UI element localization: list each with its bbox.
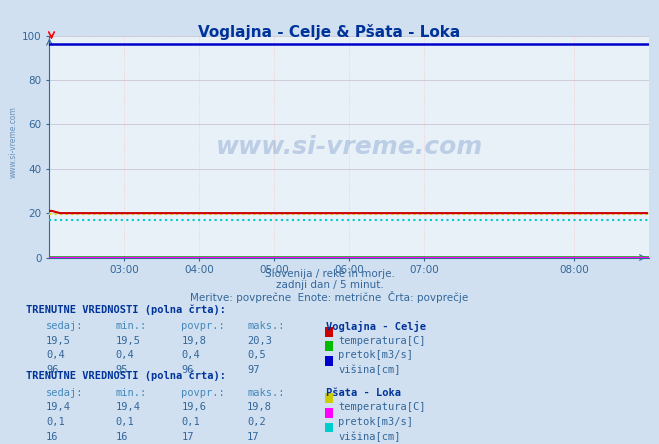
Text: 0,2: 0,2 — [247, 417, 266, 427]
Text: 97: 97 — [247, 365, 260, 375]
Text: 20,3: 20,3 — [247, 336, 272, 346]
Text: 96: 96 — [46, 365, 59, 375]
Text: 0,1: 0,1 — [115, 417, 134, 427]
Text: Pšata - Loka: Pšata - Loka — [326, 388, 401, 398]
Text: 17: 17 — [181, 432, 194, 442]
Text: 0,4: 0,4 — [181, 350, 200, 361]
Text: www.si-vreme.com: www.si-vreme.com — [9, 106, 18, 178]
Text: 0,1: 0,1 — [46, 417, 65, 427]
Text: TRENUTNE VREDNOSTI (polna črta):: TRENUTNE VREDNOSTI (polna črta): — [26, 371, 226, 381]
Text: Voglajna - Celje & Pšata - Loka: Voglajna - Celje & Pšata - Loka — [198, 24, 461, 40]
Text: temperatura[C]: temperatura[C] — [338, 402, 426, 412]
Text: 19,5: 19,5 — [46, 336, 71, 346]
Text: sedaj:: sedaj: — [46, 388, 84, 398]
Text: zadnji dan / 5 minut.: zadnji dan / 5 minut. — [275, 280, 384, 290]
Text: temperatura[C]: temperatura[C] — [338, 336, 426, 346]
Text: 19,4: 19,4 — [115, 402, 140, 412]
Text: pretok[m3/s]: pretok[m3/s] — [338, 350, 413, 361]
Text: 19,6: 19,6 — [181, 402, 206, 412]
Text: 0,4: 0,4 — [115, 350, 134, 361]
Text: 96: 96 — [181, 365, 194, 375]
Text: www.si-vreme.com: www.si-vreme.com — [215, 135, 483, 159]
Text: 16: 16 — [46, 432, 59, 442]
Text: min.:: min.: — [115, 388, 146, 398]
Text: Voglajna - Celje: Voglajna - Celje — [326, 321, 426, 332]
Text: 19,8: 19,8 — [247, 402, 272, 412]
Text: 16: 16 — [115, 432, 128, 442]
Text: povpr.:: povpr.: — [181, 388, 225, 398]
Text: 17: 17 — [247, 432, 260, 442]
Text: Slovenija / reke in morje.: Slovenija / reke in morje. — [264, 269, 395, 279]
Text: 0,1: 0,1 — [181, 417, 200, 427]
Text: min.:: min.: — [115, 321, 146, 331]
Text: Meritve: povprečne  Enote: metrične  Črta: povprečje: Meritve: povprečne Enote: metrične Črta:… — [190, 291, 469, 303]
Text: maks.:: maks.: — [247, 321, 285, 331]
Text: višina[cm]: višina[cm] — [338, 432, 401, 442]
Text: maks.:: maks.: — [247, 388, 285, 398]
Text: 19,5: 19,5 — [115, 336, 140, 346]
Text: 19,4: 19,4 — [46, 402, 71, 412]
Text: višina[cm]: višina[cm] — [338, 365, 401, 375]
Text: 19,8: 19,8 — [181, 336, 206, 346]
Text: sedaj:: sedaj: — [46, 321, 84, 331]
Text: pretok[m3/s]: pretok[m3/s] — [338, 417, 413, 427]
Text: povpr.:: povpr.: — [181, 321, 225, 331]
Text: 95: 95 — [115, 365, 128, 375]
Text: 0,4: 0,4 — [46, 350, 65, 361]
Text: TRENUTNE VREDNOSTI (polna črta):: TRENUTNE VREDNOSTI (polna črta): — [26, 304, 226, 315]
Text: 0,5: 0,5 — [247, 350, 266, 361]
